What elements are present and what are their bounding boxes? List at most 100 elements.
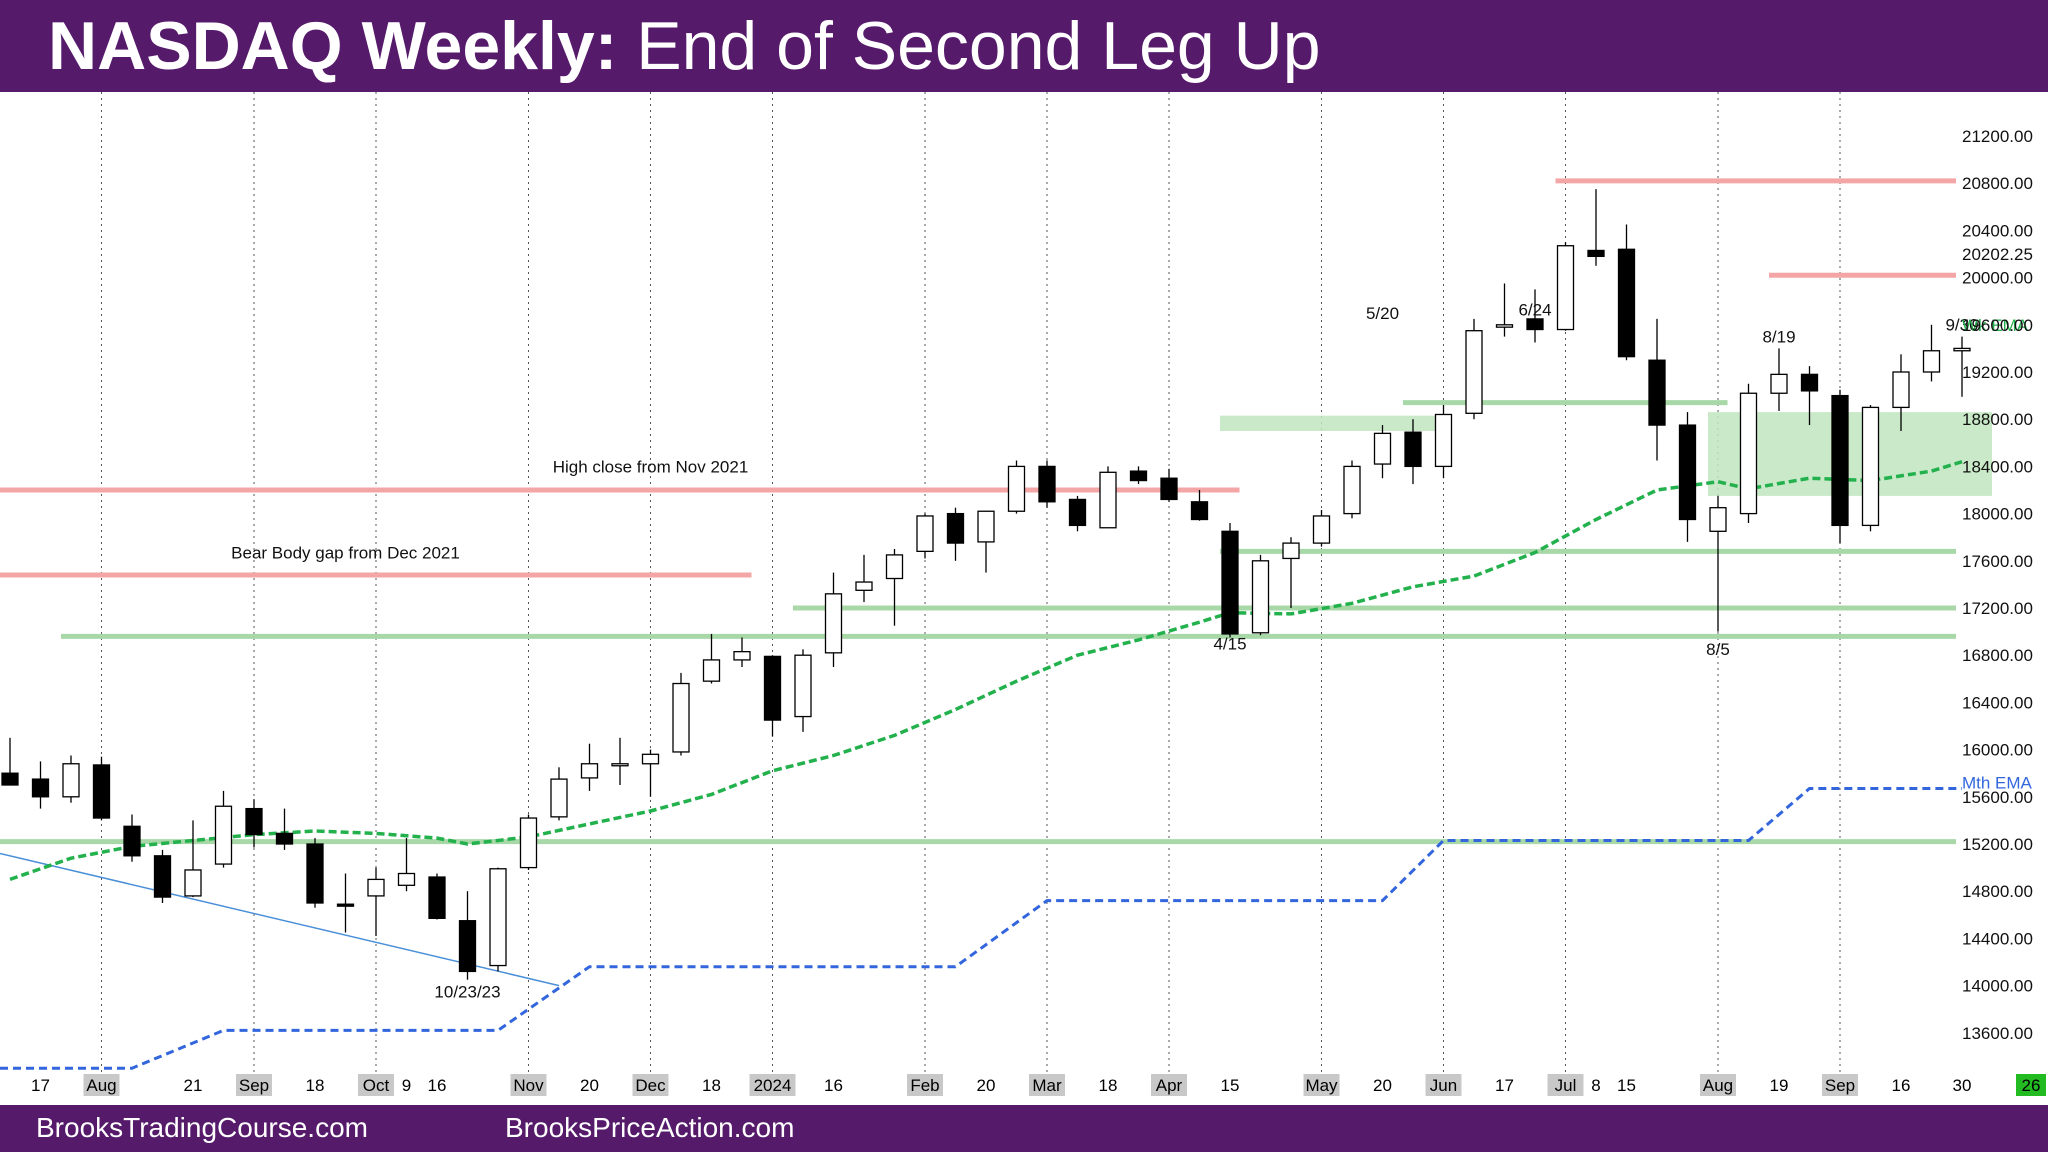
chart-annotation: 8/19 <box>1762 328 1795 347</box>
current-bar-box <box>2016 1074 2046 1096</box>
bull-candle-body <box>1465 330 1483 414</box>
candle <box>885 549 904 626</box>
candle <box>611 737 629 785</box>
x-tick-label: 18 <box>1099 1076 1118 1095</box>
candle <box>1861 405 1880 532</box>
y-tick-label: 13600.00 <box>1962 1024 2033 1043</box>
title-banner: NASDAQ Weekly: End of Second Leg Up <box>0 0 2048 92</box>
candle <box>1221 523 1239 638</box>
x-tick-label: 15 <box>1617 1076 1636 1095</box>
bear-candle-body <box>336 903 355 907</box>
candle <box>1739 383 1758 524</box>
bull-candle-body <box>1312 515 1331 544</box>
bull-candle-body <box>1007 465 1026 512</box>
candle <box>153 849 172 903</box>
y-tick-label: 14400.00 <box>1962 929 2033 948</box>
x-tick-label: 17 <box>1495 1076 1514 1095</box>
candle <box>184 820 202 898</box>
footer-site-left[interactable]: BrooksTradingCourse.com <box>36 1112 368 1143</box>
candle <box>1678 412 1697 542</box>
bear-candle-body <box>1617 248 1636 358</box>
x-month-label: Oct <box>363 1076 390 1095</box>
y-tick-label: 17200.00 <box>1962 599 2033 618</box>
candle <box>336 873 355 933</box>
bull-candle-body <box>184 869 202 897</box>
y-tick-label: 16400.00 <box>1962 693 2033 712</box>
candle <box>580 743 599 791</box>
bull-candle-body <box>1373 432 1392 465</box>
candle <box>550 767 568 821</box>
candle <box>1831 389 1849 544</box>
bear-candle-body <box>1221 530 1239 635</box>
bull-candle-body <box>1251 560 1270 634</box>
candle <box>1648 318 1666 461</box>
x-month-box <box>510 1074 547 1096</box>
y-tick-label: 19200.00 <box>1962 363 2033 382</box>
y-tick-label: 18000.00 <box>1962 505 2033 524</box>
bull-candle-body <box>1282 542 1300 560</box>
candle <box>1129 466 1148 485</box>
candle <box>1617 224 1636 361</box>
bull-candle-body <box>1099 471 1117 529</box>
candle <box>1495 283 1514 337</box>
bear-candle-body <box>458 920 477 973</box>
bear-candle-body <box>1587 249 1605 258</box>
chart-annotation: 8/5 <box>1706 640 1730 659</box>
bull-candle-body <box>1495 324 1514 328</box>
bear-candle-body <box>946 512 965 544</box>
candle <box>367 867 385 937</box>
x-month-box <box>236 1074 272 1096</box>
candle <box>1526 289 1544 343</box>
candle <box>1312 510 1331 547</box>
candle <box>397 838 416 892</box>
bear-candle-body <box>1831 394 1849 527</box>
x-tick-label: 16 <box>428 1076 447 1095</box>
candle <box>977 510 995 573</box>
bull-candle-body <box>62 763 80 798</box>
candle <box>946 507 965 561</box>
x-tick-label: 16 <box>824 1076 843 1095</box>
y-tick-label: 14800.00 <box>1962 882 2033 901</box>
candle <box>1465 318 1483 420</box>
candles <box>1 189 1971 980</box>
x-month-label: Nov <box>513 1076 544 1095</box>
candle <box>1892 354 1910 431</box>
bull-candle-body <box>1922 350 1941 373</box>
candle <box>1770 348 1788 411</box>
chart-annotation: 4/15 <box>1213 634 1246 653</box>
x-tick-label: 18 <box>306 1076 325 1095</box>
bull-candle-body <box>1770 373 1788 394</box>
candle <box>1282 537 1300 608</box>
y-tick-label: 18800.00 <box>1962 410 2033 429</box>
bear-candle-body <box>1 772 19 786</box>
weekly-ema-line <box>9 460 1963 882</box>
x-month-label: 2024 <box>754 1076 792 1095</box>
y-tick-label: 15600.00 <box>1962 788 2033 807</box>
candle <box>306 838 324 908</box>
candle <box>31 761 50 809</box>
y-tick-label: 17600.00 <box>1962 552 2033 571</box>
candle <box>1800 366 1819 426</box>
chart-annotation: 10/23/23 <box>434 982 500 1001</box>
x-tick-label: 19 <box>1770 1076 1789 1095</box>
candle <box>1160 468 1178 502</box>
candle <box>1404 419 1422 485</box>
bull-candle-body <box>397 872 416 886</box>
candle <box>62 755 80 803</box>
x-tick-label: 8 <box>1591 1076 1600 1095</box>
footer-site-right[interactable]: BrooksPriceAction.com <box>505 1112 795 1143</box>
x-month-box <box>749 1074 796 1096</box>
bear-candle-body <box>31 778 50 798</box>
candle <box>763 655 782 737</box>
candle <box>1 737 19 786</box>
candle <box>458 891 477 980</box>
y-tick-label: 20400.00 <box>1962 221 2033 240</box>
candle <box>1099 466 1117 529</box>
candle <box>1556 242 1575 331</box>
candle <box>92 756 111 821</box>
bull-candle-body <box>611 763 629 767</box>
bear-candle-body <box>428 876 446 919</box>
chart-annotation: High close from Nov 2021 <box>553 457 749 476</box>
chart-title-bold: NASDAQ Weekly: <box>48 8 618 84</box>
